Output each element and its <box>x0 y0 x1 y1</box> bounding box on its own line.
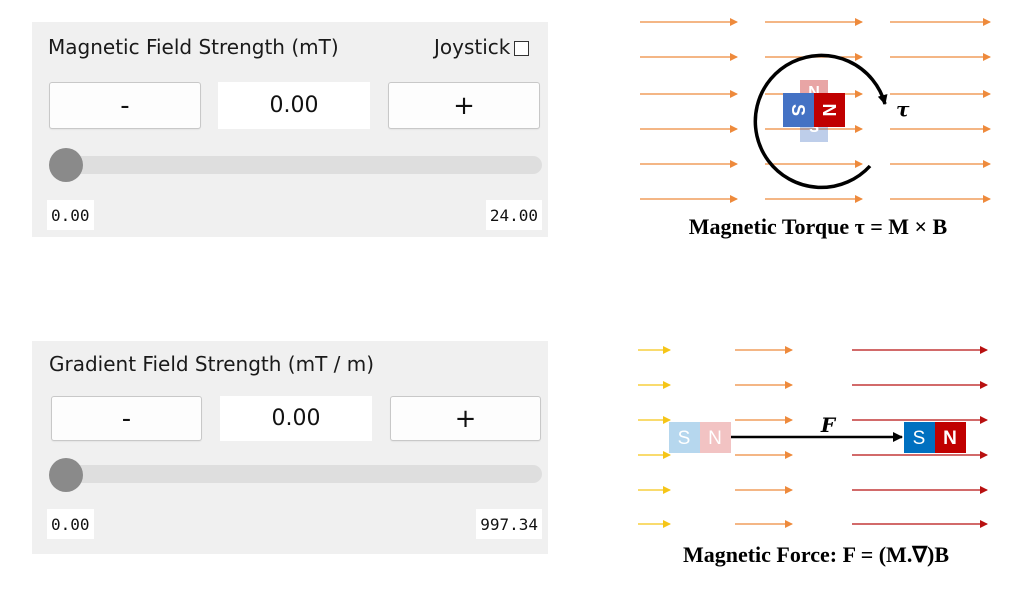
magnetic-increase-button[interactable]: + <box>388 82 540 129</box>
gradient-max-label: 997.34 <box>476 509 542 539</box>
joystick-label: Joystick <box>434 35 511 59</box>
gradient-field-panel: Gradient Field Strength (mT / m) - 0.00 … <box>32 341 548 554</box>
torque-caption: Magnetic Torque τ = M × B <box>689 214 948 239</box>
magnetic-decrease-button[interactable]: - <box>49 82 201 129</box>
magnetic-slider-handle[interactable] <box>49 148 83 182</box>
gradient-field-arrows-weak <box>638 346 671 528</box>
magnet-s-label: S <box>788 104 808 116</box>
magnet-n-label: N <box>819 104 839 117</box>
magnetic-field-panel: Magnetic Field Strength (mT) Joystick - … <box>32 22 548 237</box>
joystick-toggle[interactable]: Joystick <box>434 35 530 59</box>
gradient-decrease-button[interactable]: - <box>51 396 202 441</box>
gradient-slider-track[interactable] <box>50 465 542 483</box>
end-magnet <box>904 422 966 453</box>
magnetic-max-label: 24.00 <box>485 200 542 230</box>
magnetic-value-field[interactable]: 0.00 <box>218 82 370 129</box>
gradient-field-title: Gradient Field Strength (mT / m) <box>49 352 375 376</box>
ghost-s-label: S <box>678 428 691 449</box>
gradient-increase-button[interactable]: + <box>390 396 541 441</box>
force-caption: Magnetic Force: F = (M.∇)B <box>683 542 949 567</box>
horizontal-magnet <box>783 93 845 127</box>
gradient-field-arrows-strong <box>852 346 988 528</box>
gradient-field-arrows-medium <box>735 346 793 528</box>
end-n-label: N <box>943 428 957 449</box>
magnetic-field-title: Magnetic Field Strength (mT) <box>48 35 339 59</box>
ghost-magnet-n-label: N <box>808 84 820 101</box>
force-symbol: F <box>820 413 837 437</box>
ghost-n-label: N <box>708 428 722 449</box>
magnetic-min-label: 0.00 <box>47 200 94 230</box>
torque-symbol: τ <box>896 97 910 121</box>
start-magnet-ghost <box>669 422 731 453</box>
uniform-field-arrows <box>640 18 991 203</box>
joystick-checkbox[interactable] <box>514 40 530 56</box>
rotation-arrow <box>753 53 888 190</box>
gradient-value-field[interactable]: 0.00 <box>220 396 372 441</box>
magnetic-slider-track[interactable] <box>50 156 542 174</box>
gradient-min-label: 0.00 <box>47 509 94 539</box>
gradient-slider-handle[interactable] <box>49 458 83 492</box>
end-s-label: S <box>913 428 926 449</box>
